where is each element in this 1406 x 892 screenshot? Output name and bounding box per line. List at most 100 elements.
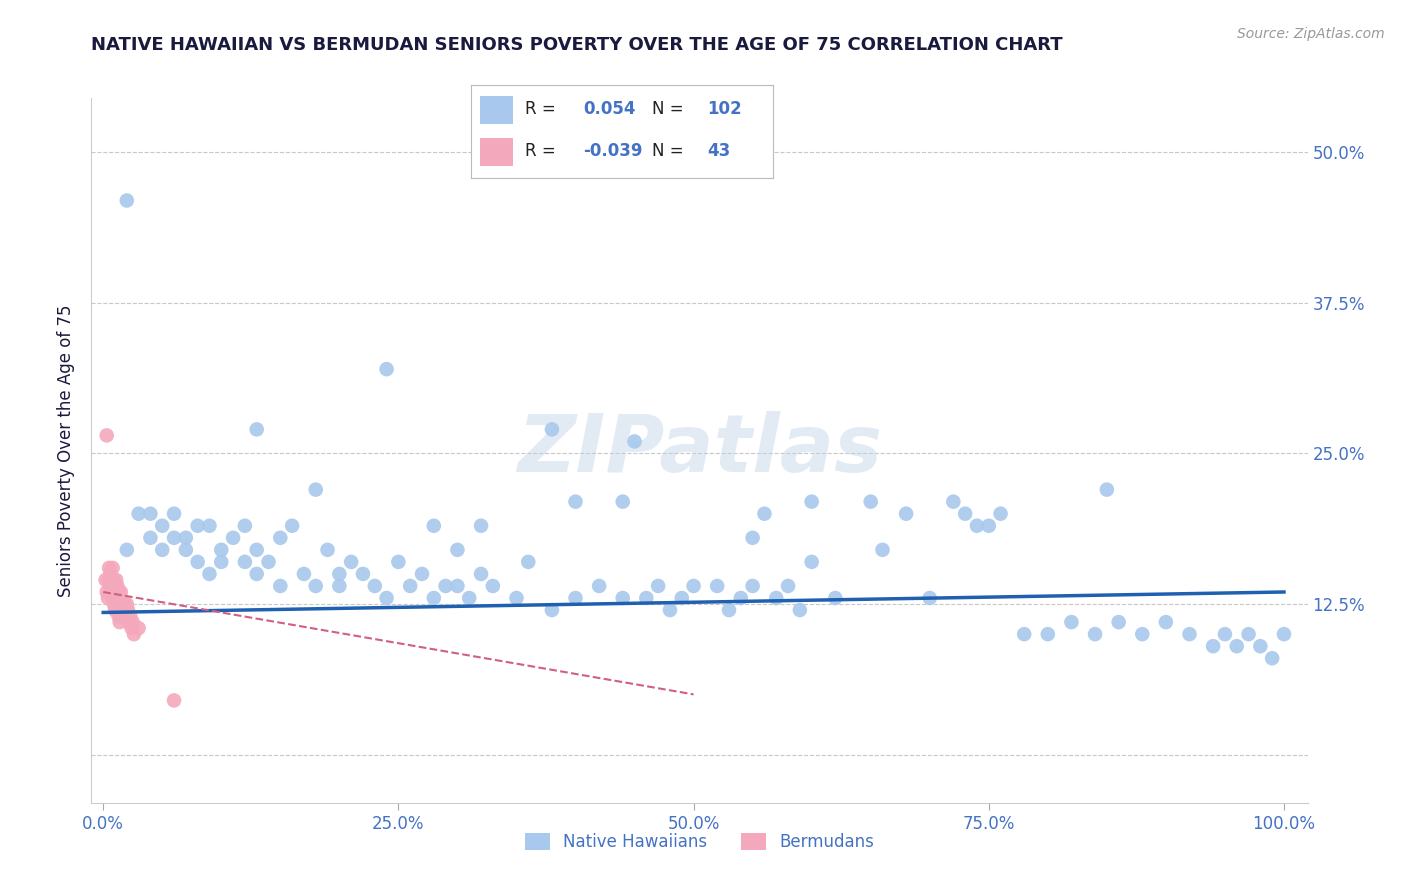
Point <box>128 507 150 521</box>
Point <box>636 591 658 605</box>
Point <box>292 566 315 581</box>
Point <box>269 531 291 545</box>
Point <box>100 585 122 599</box>
Point <box>446 579 468 593</box>
Point <box>328 566 350 581</box>
Point <box>257 555 280 569</box>
Point <box>139 507 162 521</box>
Point <box>187 518 209 533</box>
Point <box>246 422 269 436</box>
Point <box>470 566 492 581</box>
Point <box>340 555 363 569</box>
Point <box>765 591 787 605</box>
Point <box>1012 627 1035 641</box>
Point <box>209 542 232 557</box>
Point <box>1060 615 1083 629</box>
Text: 43: 43 <box>707 142 730 161</box>
Point <box>352 566 374 581</box>
Point <box>110 609 132 624</box>
Point <box>990 507 1012 521</box>
Text: 0.054: 0.054 <box>583 100 636 118</box>
Point <box>1108 615 1130 629</box>
FancyBboxPatch shape <box>479 96 513 124</box>
Point <box>411 566 433 581</box>
Point <box>305 579 328 593</box>
Point <box>98 561 121 575</box>
Point <box>966 518 988 533</box>
Point <box>163 507 186 521</box>
Point <box>121 621 143 635</box>
Point <box>1272 627 1295 641</box>
Point <box>105 603 128 617</box>
Point <box>588 579 610 593</box>
Point <box>139 531 162 545</box>
Point <box>115 609 138 624</box>
Point <box>977 518 1000 533</box>
Point <box>470 518 492 533</box>
Point <box>375 362 398 376</box>
Legend: Native Hawaiians, Bermudans: Native Hawaiians, Bermudans <box>519 826 880 858</box>
Point <box>316 542 339 557</box>
Point <box>671 591 693 605</box>
Point <box>399 579 422 593</box>
Point <box>101 591 124 605</box>
Text: NATIVE HAWAIIAN VS BERMUDAN SENIORS POVERTY OVER THE AGE OF 75 CORRELATION CHART: NATIVE HAWAIIAN VS BERMUDAN SENIORS POVE… <box>91 36 1063 54</box>
Point <box>246 566 269 581</box>
Point <box>1084 627 1107 641</box>
Point <box>942 494 965 508</box>
Point <box>824 591 846 605</box>
Point <box>647 579 669 593</box>
Point <box>1261 651 1284 665</box>
Point <box>434 579 457 593</box>
Point <box>110 585 132 599</box>
Point <box>1213 627 1236 641</box>
Point <box>108 591 131 605</box>
Point <box>163 531 186 545</box>
Point <box>233 518 256 533</box>
Point <box>800 555 823 569</box>
Point <box>246 542 269 557</box>
Point <box>101 579 124 593</box>
Point <box>894 507 917 521</box>
Point <box>150 542 173 557</box>
Point <box>121 615 143 629</box>
Point <box>1202 639 1225 653</box>
Point <box>505 591 527 605</box>
Point <box>517 555 540 569</box>
Point <box>541 603 564 617</box>
Point <box>128 621 150 635</box>
Point <box>305 483 328 497</box>
Point <box>1178 627 1201 641</box>
Point <box>1154 615 1177 629</box>
Point <box>94 573 117 587</box>
Point <box>364 579 387 593</box>
Point <box>872 542 894 557</box>
Point <box>187 555 209 569</box>
Point <box>98 573 121 587</box>
Point <box>375 591 398 605</box>
Point <box>114 603 136 617</box>
Text: Source: ZipAtlas.com: Source: ZipAtlas.com <box>1237 27 1385 41</box>
Point <box>1249 639 1271 653</box>
Point <box>233 555 256 569</box>
Point <box>112 597 135 611</box>
Point <box>458 591 481 605</box>
Point <box>105 597 128 611</box>
Point <box>114 609 136 624</box>
Point <box>117 603 139 617</box>
Text: -0.039: -0.039 <box>583 142 643 161</box>
Point <box>96 428 118 442</box>
Point <box>108 615 131 629</box>
Point <box>423 518 446 533</box>
Point <box>953 507 976 521</box>
Point <box>1095 483 1118 497</box>
Point <box>122 627 145 641</box>
Point <box>97 591 120 605</box>
Point <box>198 566 221 581</box>
Point <box>754 507 776 521</box>
Point <box>101 561 124 575</box>
Text: N =: N = <box>652 142 683 161</box>
Y-axis label: Seniors Poverty Over the Age of 75: Seniors Poverty Over the Age of 75 <box>58 304 76 597</box>
Point <box>564 494 586 508</box>
Point <box>107 585 129 599</box>
